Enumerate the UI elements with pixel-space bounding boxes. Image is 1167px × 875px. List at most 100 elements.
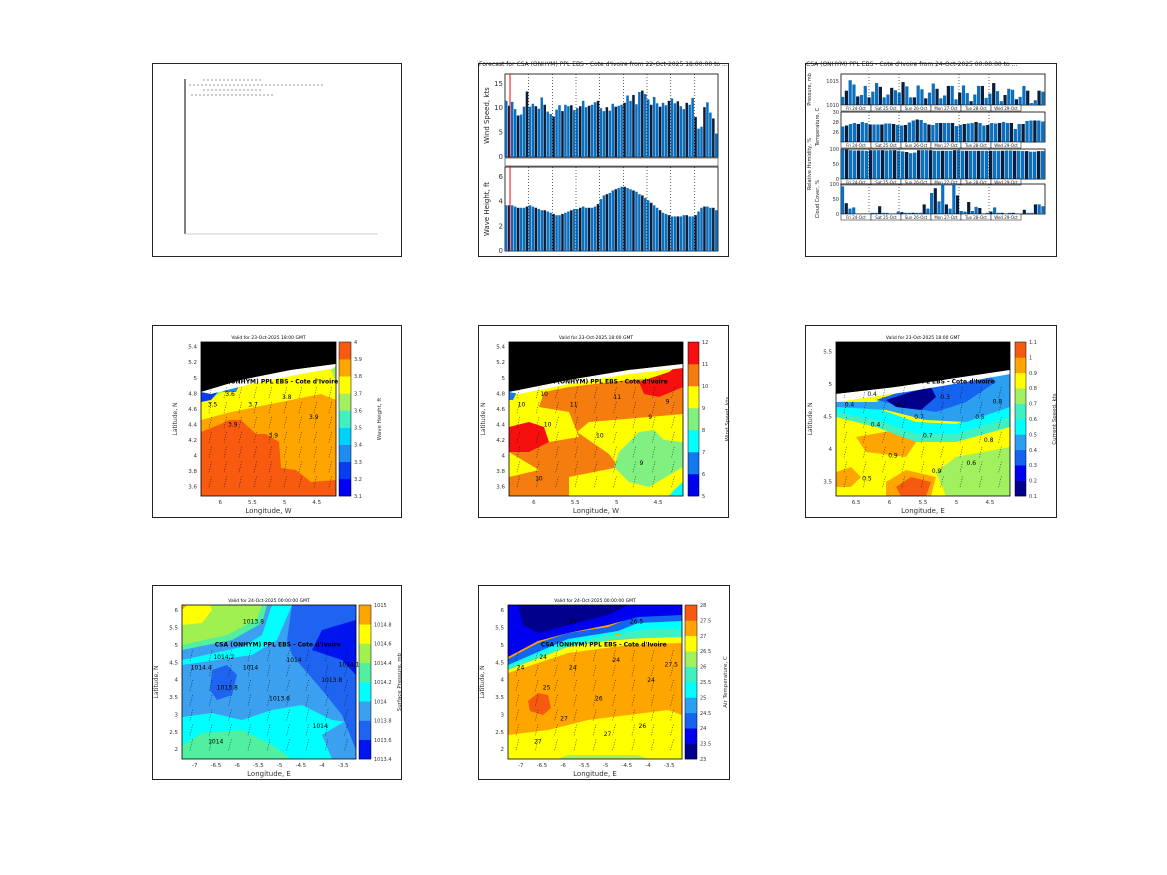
y-tick-label: 6: [175, 608, 179, 614]
vector-arrow: [267, 693, 271, 706]
vector-arrow: [574, 415, 579, 428]
bar: [706, 102, 709, 157]
vector-arrow: [313, 460, 318, 473]
bar: [1033, 151, 1037, 179]
bar: [921, 150, 925, 179]
colorbar-segment: [339, 478, 351, 497]
bar: [952, 184, 956, 214]
bar: [629, 189, 632, 251]
bar: [935, 88, 939, 105]
vector-arrow: [670, 663, 674, 676]
vector-arrow: [189, 693, 194, 706]
vector-arrow: [574, 460, 579, 473]
vector-arrow: [209, 693, 213, 706]
bar: [911, 212, 915, 214]
bar: [644, 197, 647, 251]
vector-arrow: [612, 738, 616, 751]
bar: [950, 123, 955, 142]
y-tick-label: 4.8: [496, 391, 505, 397]
colorbar-label: Surface Pressure, mb: [397, 652, 403, 711]
vector-arrow: [344, 738, 348, 751]
bar: [915, 119, 919, 142]
bar: [973, 94, 977, 105]
vector-arrow: [238, 460, 243, 473]
vector-arrow: [843, 430, 848, 443]
y-tick-label: 2: [499, 222, 503, 230]
bar: [703, 107, 706, 157]
colorbar-tick-label: 0.1: [1029, 494, 1037, 500]
bar: [963, 211, 967, 214]
bar: [581, 100, 585, 157]
y-tick-label: 15: [494, 80, 503, 88]
contour-label: 0.6: [967, 460, 977, 467]
y-tick-label: 5.2: [188, 360, 197, 366]
bar: [608, 110, 612, 157]
bar: [552, 116, 555, 157]
vector-arrow: [573, 723, 578, 736]
bar: [525, 91, 529, 157]
vector-arrow: [652, 385, 656, 399]
vector-arrow: [516, 430, 521, 443]
bar: [709, 112, 712, 157]
vector-arrow: [940, 415, 944, 428]
bar: [841, 149, 845, 179]
colorbar-label: Air Temperature, C: [723, 656, 729, 708]
wind-wave-title: Forecast for CSA (ONHYM) PPL EBS - Cote …: [479, 61, 728, 68]
colorbar-tick-label: 27: [700, 634, 706, 640]
bar: [1011, 212, 1015, 214]
bar: [1000, 212, 1004, 214]
bar: [519, 114, 523, 157]
bar: [848, 124, 853, 142]
vector-arrow: [882, 385, 886, 399]
bar: [522, 207, 526, 251]
colorbar-segment: [359, 701, 371, 721]
colorbar-segment: [685, 605, 697, 621]
bar: [988, 93, 992, 105]
colorbar-segment: [688, 474, 699, 497]
colorbar-segment: [685, 620, 697, 637]
bar: [605, 194, 609, 251]
colorbar-segment: [359, 624, 371, 644]
colorbar-tick-label: 1.1: [1029, 340, 1037, 346]
contour-label: 10: [540, 391, 548, 398]
y-tick-label: 3.5: [495, 695, 504, 701]
site-label: CSA (ONHYM) PPL EBS - Cote d'Ivoire: [869, 379, 995, 386]
bar: [682, 215, 686, 251]
colorbar-segment: [339, 376, 351, 394]
x-tick-label: -6.5: [211, 763, 222, 769]
vector-arrow: [843, 385, 848, 399]
bar: [647, 99, 650, 157]
vector-arrow: [921, 475, 925, 488]
bar: [573, 209, 576, 251]
bar: [970, 123, 974, 142]
bar: [885, 212, 889, 214]
vector-arrow: [593, 708, 597, 721]
vector-arrow: [959, 400, 964, 413]
contour-label: 1014: [208, 739, 223, 746]
bar: [901, 151, 905, 179]
bar: [537, 108, 541, 157]
bar: [682, 109, 686, 157]
y-tick-label: 5.2: [496, 360, 505, 366]
vector-arrow: [515, 738, 520, 751]
bar: [969, 150, 973, 179]
vector-arrow: [238, 415, 243, 428]
vector-arrow: [535, 693, 539, 706]
y-tick-label: 100: [829, 147, 839, 153]
bar: [516, 115, 520, 157]
bar: [700, 126, 703, 157]
bar: [927, 92, 932, 105]
date-label: Sat 25-Oct: [875, 180, 897, 185]
colorbar-segment: [339, 393, 351, 411]
bar: [587, 207, 591, 251]
bar: [561, 213, 564, 251]
y-tick-label: 4.6: [496, 407, 505, 413]
x-tick-label: -6: [234, 763, 240, 769]
vector-arrow: [536, 430, 540, 443]
vector-arrow: [305, 648, 310, 662]
vector-arrow: [313, 385, 318, 399]
colorbar-tick-label: 3.2: [354, 477, 362, 483]
bar: [614, 189, 617, 251]
x-tick-label: 5.5: [571, 500, 580, 506]
colorbar-tick-label: 10: [702, 384, 708, 390]
